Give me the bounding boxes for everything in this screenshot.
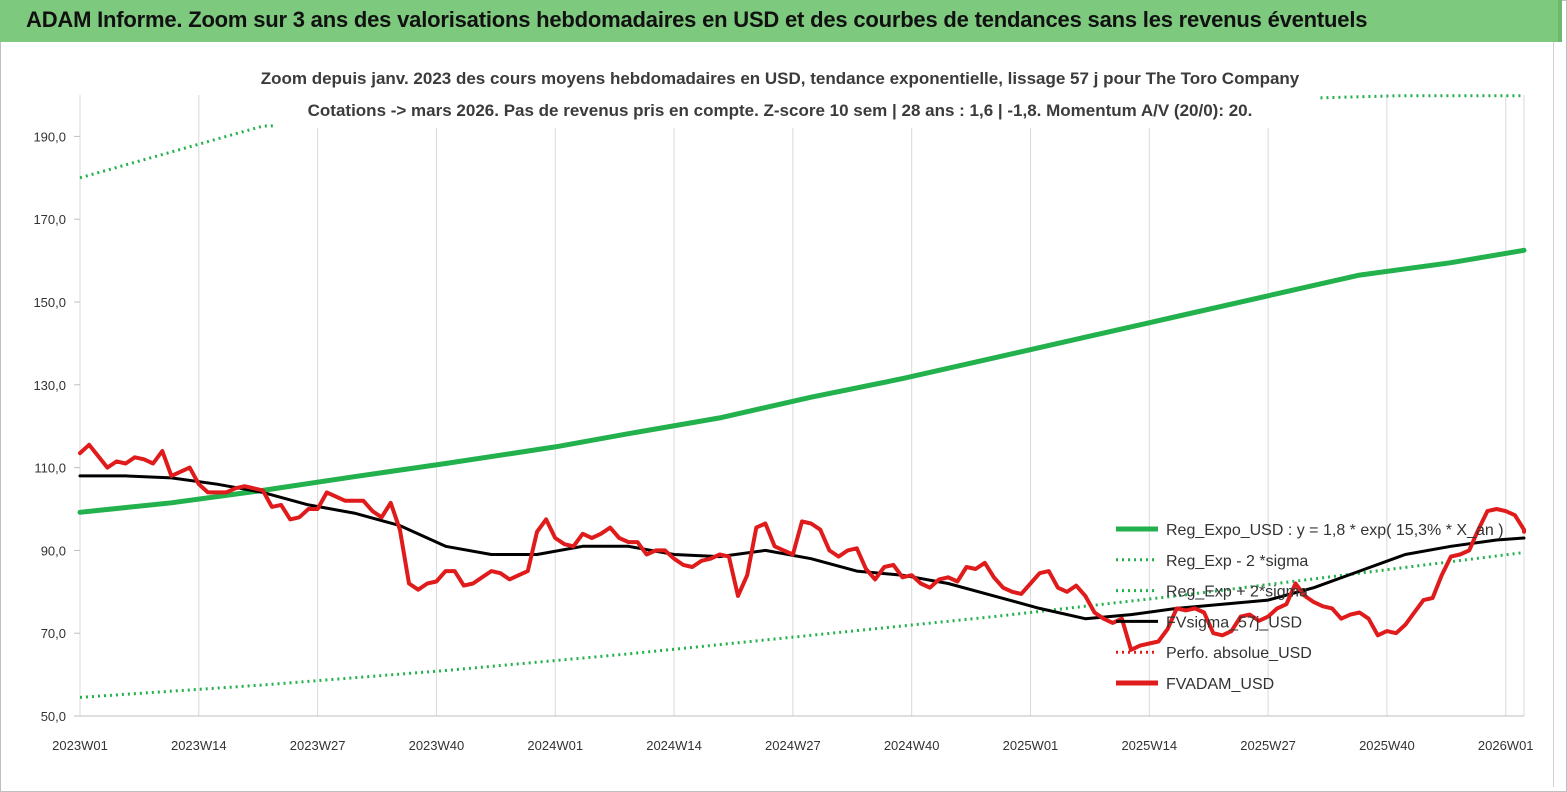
right-scrollbar-area bbox=[1553, 42, 1564, 787]
series-line-0 bbox=[77, 247, 1527, 515]
chart-subtitle-line2: Cotations -> mars 2026. Pas de revenus p… bbox=[308, 101, 1253, 120]
x-tick-label: 2024W27 bbox=[765, 738, 821, 753]
x-tick-label: 2024W40 bbox=[884, 738, 940, 753]
x-tick-label: 2024W01 bbox=[527, 738, 583, 753]
y-tick-label: 110,0 bbox=[34, 461, 66, 476]
legend-label-5: FVADAM_USD bbox=[1166, 676, 1274, 693]
chart-subtitle-line1: Zoom depuis janv. 2023 des cours moyens … bbox=[261, 69, 1300, 88]
series-layer bbox=[77, 94, 1527, 699]
x-tick-label: 2024W14 bbox=[646, 738, 702, 753]
y-tick-label: 130,0 bbox=[33, 378, 66, 393]
x-tick-label: 2023W40 bbox=[409, 738, 465, 753]
x-tick-label: 2026W01 bbox=[1478, 738, 1534, 753]
x-tick-label: 2025W14 bbox=[1121, 738, 1177, 753]
series-line-3 bbox=[78, 474, 1526, 621]
legend-label-1: Reg_Exp - 2 *sigma bbox=[1166, 553, 1308, 570]
legend-label-4: Perfo. absolue_USD bbox=[1166, 645, 1312, 662]
x-tick-label: 2025W01 bbox=[1003, 738, 1059, 753]
legend-label-3: FVsigma_57j_USD bbox=[1166, 614, 1302, 631]
series-line-5 bbox=[78, 442, 1526, 652]
legend: Reg_Expo_USD : y = 1,8 * exp( 15,3% * X_… bbox=[1116, 522, 1504, 693]
axis-layer: 2023W01 2023W14 2023W27 2023W40 2024W01 2024W… bbox=[33, 129, 1533, 753]
legend-label-2: Reg_Exp + 2*sigma bbox=[1166, 584, 1308, 601]
report-title: ADAM Informe. Zoom sur 3 ans des valoris… bbox=[26, 7, 1368, 32]
x-tick-label: 2025W27 bbox=[1240, 738, 1296, 753]
y-tick-label: 50,0 bbox=[41, 709, 66, 724]
y-tick-label: 170,0 bbox=[33, 212, 66, 227]
x-tick-label: 2025W40 bbox=[1359, 738, 1415, 753]
y-tick-label: 190,0 bbox=[33, 129, 66, 144]
x-tick-label: 2023W27 bbox=[290, 738, 346, 753]
title-banner: ADAM Informe. Zoom sur 3 ans des valoris… bbox=[0, 0, 1562, 42]
series-line-1 bbox=[79, 551, 1525, 699]
x-tick-label: 2023W14 bbox=[171, 738, 227, 753]
subtitle-background bbox=[275, 60, 1320, 128]
x-tick-label: 2023W01 bbox=[52, 738, 108, 753]
y-tick-label: 150,0 bbox=[33, 295, 66, 310]
legend-label-0: Reg_Expo_USD : y = 1,8 * exp( 15,3% * X_… bbox=[1166, 522, 1504, 539]
y-tick-label: 70,0 bbox=[41, 626, 66, 641]
y-tick-label: 90,0 bbox=[41, 543, 66, 558]
grid-layer bbox=[79, 95, 1525, 716]
